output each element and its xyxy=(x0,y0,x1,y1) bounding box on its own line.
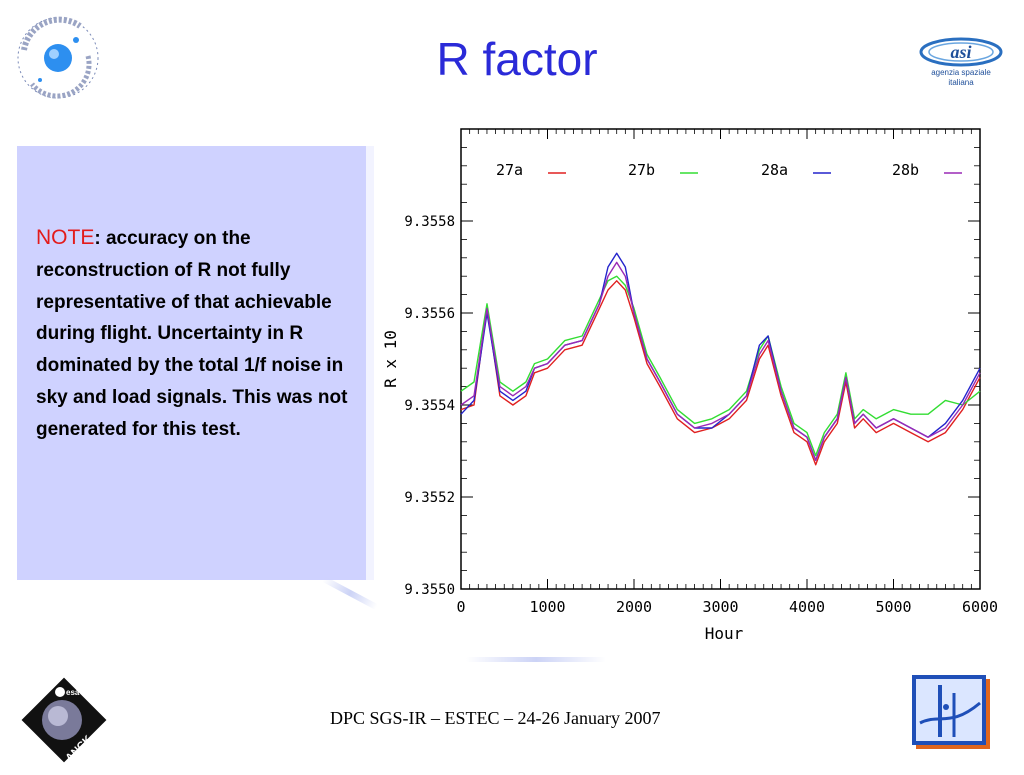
svg-text:italiana: italiana xyxy=(948,78,974,87)
r-factor-chart: 0 1000 2000 3000 4000 5000 6000 9.3550 9.3552 9.3… xyxy=(376,112,1016,652)
legend-label-28b: 28b xyxy=(892,161,919,179)
svg-text:esa: esa xyxy=(66,688,80,697)
series-line-27b xyxy=(460,275,981,457)
legend-label-28a: 28a xyxy=(761,161,788,179)
y-tick-label: 9.3556 xyxy=(404,306,455,322)
x-tick-label: 0 xyxy=(456,598,465,616)
dpc-logo xyxy=(910,673,994,753)
asi-logo: asi agenzia spaziale italiana xyxy=(917,34,1005,90)
note-body: : accuracy on the reconstruction of R no… xyxy=(36,228,348,440)
x-tick-label: 1000 xyxy=(529,598,565,616)
svg-text:agenzia spaziale: agenzia spaziale xyxy=(931,68,991,77)
svg-text:asi: asi xyxy=(950,42,971,62)
note-label: NOTE xyxy=(36,226,95,249)
footer-text: DPC SGS-IR – ESTEC – 24-26 January 2007 xyxy=(330,708,661,728)
note-box: NOTE: accuracy on the reconstruction of … xyxy=(17,146,366,580)
legend-label-27a: 27a xyxy=(496,161,523,179)
inaf-logo xyxy=(10,10,106,106)
x-tick-label: 2000 xyxy=(616,598,652,616)
x-axis-label: Hour xyxy=(705,624,744,643)
note-text: NOTE: accuracy on the reconstruction of … xyxy=(36,222,356,446)
planck-logo: esa PLANCK xyxy=(14,670,114,774)
decorative-streak xyxy=(466,657,606,662)
decorative-streak xyxy=(322,576,378,610)
series-line-27a xyxy=(460,280,981,466)
y-tick-label: 9.3552 xyxy=(404,490,455,506)
y-tick-label: 9.3550 xyxy=(404,582,455,598)
x-tick-label: 3000 xyxy=(702,598,738,616)
y-axis-label: R x 10 xyxy=(381,330,400,388)
slide-title: R factor xyxy=(436,33,598,85)
y-tick-label: 9.3554 xyxy=(404,398,455,414)
x-tick-label: 4000 xyxy=(789,598,825,616)
x-tick-label: 5000 xyxy=(875,598,911,616)
legend-label-27b: 27b xyxy=(628,161,655,179)
series-line-28b xyxy=(460,261,981,461)
chart-svg: 0 1000 2000 3000 4000 5000 6000 9.3550 9.3552 9.3… xyxy=(381,128,998,643)
x-tick-label: 6000 xyxy=(962,598,998,616)
y-tick-label: 9.3558 xyxy=(404,214,455,230)
plot-frame xyxy=(460,128,981,590)
